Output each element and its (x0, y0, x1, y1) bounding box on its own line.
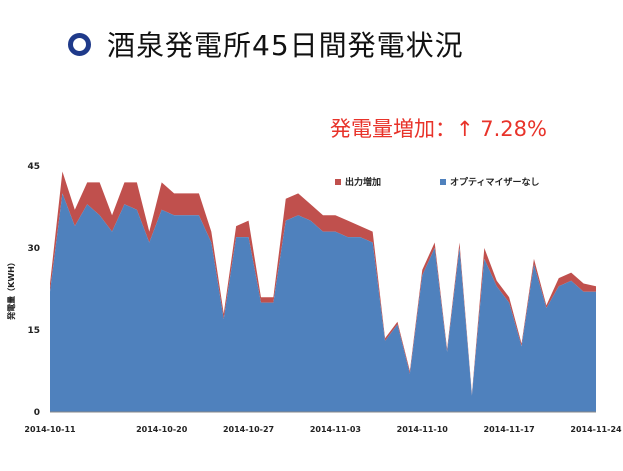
legend-item-base: オプティマイザーなし (440, 175, 539, 188)
legend-item-extra: 出力増加 (335, 175, 381, 188)
series-area-extra (50, 171, 596, 396)
x-tick-label: 2014-11-17 (484, 425, 535, 434)
y-tick-label: 15 (27, 326, 40, 336)
y-tick-label: 30 (27, 244, 40, 254)
legend-swatch-base (440, 178, 446, 185)
page-title: 酒泉発電所45日間発電状況 (107, 29, 464, 62)
legend-label-extra: 出力増加 (345, 178, 382, 188)
legend-label-base: オプティマイザーなし (450, 178, 540, 188)
y-tick-label: 0 (34, 408, 40, 418)
title-bullet-icon (68, 32, 91, 56)
series-area-base (50, 193, 596, 412)
x-tick-label: 2014-11-24 (570, 425, 622, 434)
x-tick-label: 2014-10-11 (24, 425, 76, 434)
x-tick-label: 2014-10-20 (136, 425, 188, 434)
y-axis-label: 発電量（KWH） (6, 258, 16, 321)
title-row: 酒泉発電所45日間発電状況 (68, 24, 464, 64)
y-tick-label: 45 (27, 162, 40, 172)
x-tick-label: 2014-10-27 (223, 425, 274, 434)
legend-swatch-extra (335, 178, 341, 185)
x-tick-label: 2014-11-10 (397, 425, 449, 434)
increase-label: 発電量増加：↑ 7.28% (330, 117, 547, 141)
x-tick-label: 2014-11-03 (310, 425, 361, 434)
